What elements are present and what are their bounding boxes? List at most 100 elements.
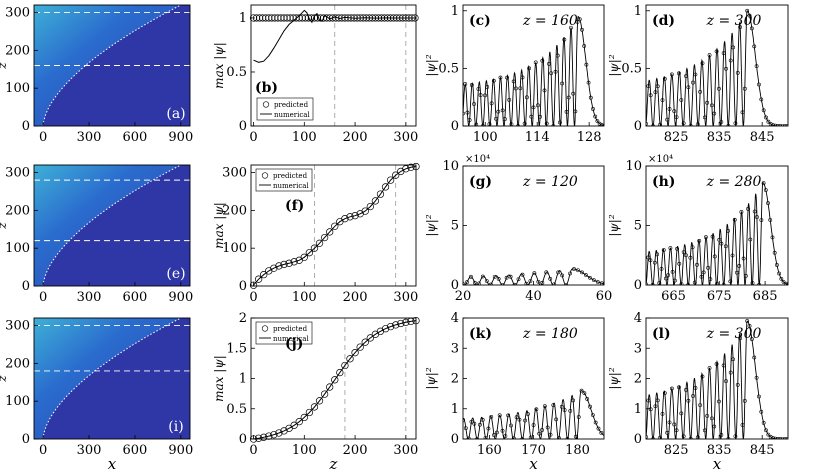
predicted-marker [381,325,390,333]
predicted-marker [556,270,561,275]
predicted-marker [405,14,413,22]
boundary-dotted-line [42,317,182,440]
predicted-marker [579,388,584,393]
predicted-marker [679,282,684,285]
numerical-line [646,10,788,126]
predicted-marker [528,435,533,439]
predicted-marker [712,111,717,116]
predicted-marker [534,407,539,412]
axes-frame [250,164,417,287]
predicted-marker [660,98,665,103]
y-tick-label: 1 [451,402,459,417]
predicted-marker [681,250,686,254]
predicted-marker [749,337,754,341]
predicted-marker [538,114,543,119]
predicted-marker [705,100,710,105]
predicted-marker [572,267,576,271]
predicted-marker [655,252,659,257]
predicted-marker [489,415,494,419]
predicted-marker [316,14,325,22]
x-tick-label: 60 [596,289,613,304]
x-tick-label: 100 [292,290,317,305]
y-axis-label: max |ψ| [212,355,226,402]
predicted-marker [514,415,519,420]
predicted-marker [407,163,415,171]
predicted-marker [465,280,469,285]
predicted-marker [270,264,278,272]
exponent-label: ×10⁴ [465,154,490,165]
predicted-marker [496,276,501,281]
profile-plot-area [463,267,604,285]
z-annotation: z = 280 [706,174,762,190]
predicted-marker [717,86,721,91]
y-axis-label: |ψ|² [607,54,621,76]
predicted-marker [577,17,582,22]
predicted-marker [759,218,764,222]
predicted-marker [728,279,733,284]
predicted-marker [691,394,695,398]
predicted-marker [667,420,672,425]
predicted-marker [472,421,477,426]
predicted-marker [377,14,386,22]
predicted-marker [540,280,545,285]
predicted-marker [684,387,688,392]
predicted-marker [463,417,465,422]
predicted-marker [728,370,733,375]
predicted-marker [715,281,719,285]
x-tick-label: 100 [292,130,317,145]
predicted-marker [472,280,477,285]
predicted-marker [566,95,571,100]
y-tick-label: 300 [222,166,247,181]
y-tick-label: 300 [5,319,30,334]
x-tick-label: 170 [521,443,546,458]
predicted-marker [665,117,670,122]
predicted-marker [366,202,374,211]
predicted-marker [730,253,735,258]
predicted-marker [554,417,559,422]
predicted-marker [591,278,596,283]
predicted-marker [658,435,663,439]
predicted-marker [536,279,541,284]
predicted-marker [548,432,553,437]
predicted-marker [672,278,677,283]
predicted-marker [506,413,511,418]
predicted-marker [485,85,490,89]
predicted-marker [740,423,745,427]
predicted-marker [524,281,529,285]
predicted-marker [771,123,775,126]
predicted-marker [697,238,702,243]
predicted-marker [674,115,679,120]
y-tick-label: 0.5 [621,61,642,76]
y-axis-label: z [0,375,9,383]
profile-panel-c: 100 114 128 0 0.5 1 |ψ|² (c) z = 160 [424,4,605,145]
predicted-marker [331,222,339,230]
predicted-marker [688,255,693,260]
predicted-marker [492,433,496,437]
predicted-marker [547,62,551,66]
predicted-marker [672,422,677,427]
predicted-marker [733,121,738,126]
predicted-marker [559,404,564,409]
y-axis-label: max |ψ| [212,42,226,89]
predicted-marker [322,14,331,22]
predicted-marker [595,119,600,124]
predicted-marker [361,207,369,215]
legend-marker [261,172,269,179]
predicted-marker [486,426,491,431]
y-tick-label: 200 [5,356,30,371]
predicted-marker [672,109,677,114]
boundary-dotted-line [42,164,182,287]
predicted-marker [542,88,547,93]
y-tick-label: 1 [239,11,247,26]
x-tick-label: 675 [707,289,732,304]
predicted-marker [679,98,684,102]
predicted-marker [508,274,513,279]
maxpsi-panel-j: 0 100 200 300 0 0.5 1 1.5 2 max |ψ| z predicted nume… [212,311,420,473]
predicted-marker [374,14,383,22]
predicted-marker [397,319,405,328]
predicted-marker [714,49,719,54]
predicted-marker [742,86,747,91]
x-tick-label: 200 [343,290,368,305]
predicted-marker [280,427,288,435]
